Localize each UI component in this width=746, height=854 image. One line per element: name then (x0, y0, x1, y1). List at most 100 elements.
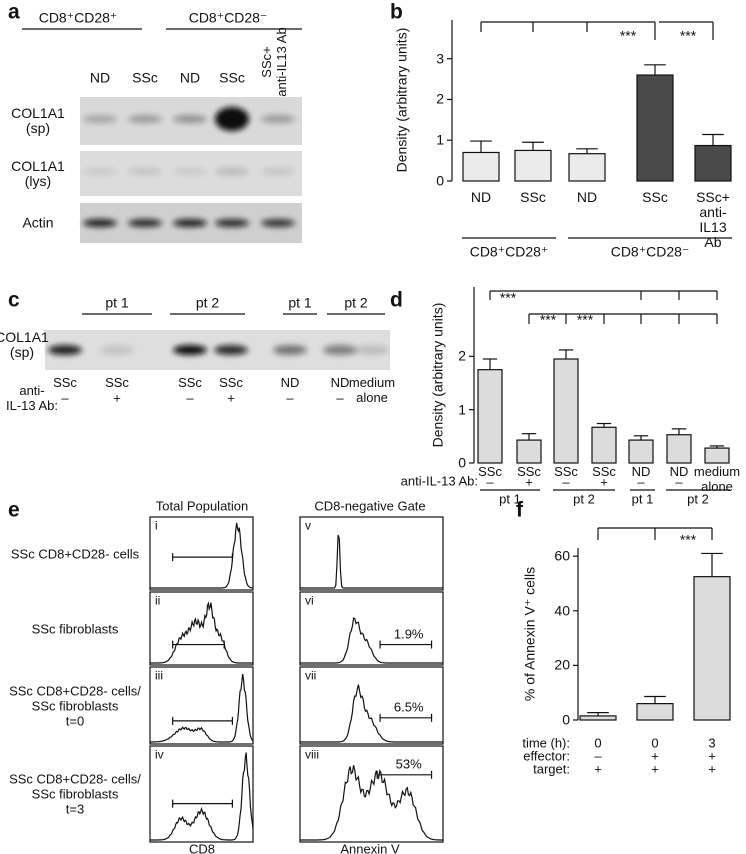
row-label: SSc CD8+CD28- cells/ SSc fibroblasts t=3 (9, 771, 141, 817)
panel-numeral: vi (305, 593, 314, 608)
lane-label: SSc (219, 69, 245, 86)
bar (553, 358, 579, 464)
band (261, 219, 295, 227)
treatment-sign: + (227, 390, 235, 406)
band (83, 219, 117, 227)
bar (591, 426, 617, 464)
histogram (300, 617, 443, 664)
panel-numeral: iv (155, 747, 164, 762)
x-tick-label: SSc (592, 464, 616, 479)
band (215, 107, 249, 131)
treatment-sign: – (336, 390, 344, 406)
row-label: SSc CD8+CD28- cells (10, 546, 140, 561)
x-tick-label: ND (631, 464, 651, 479)
y-tick-label: 20 (554, 656, 570, 673)
row-label: COL1A1 (lys) (11, 157, 65, 189)
band (173, 345, 207, 355)
significance: *** (619, 27, 637, 44)
histogram (300, 765, 443, 841)
table-cell: + (708, 761, 716, 777)
group-label: pt 1 (499, 491, 521, 507)
row-label: COL1A1 (sp) (11, 105, 65, 136)
lane-label: SSc (219, 375, 243, 390)
histogram-frame (149, 516, 254, 591)
treatment-sign: + (525, 474, 533, 490)
histogram-frame (149, 591, 254, 666)
x-tick-label: ND (669, 464, 689, 479)
bar (693, 576, 731, 721)
x-tick-label: SSc (554, 464, 578, 479)
panel-numeral: iii (155, 668, 163, 683)
histogram-frame (149, 666, 254, 745)
band (48, 345, 82, 355)
group-label: pt 1 (288, 294, 312, 311)
x-tick-label: SSc (478, 464, 502, 479)
table-cell: + (651, 761, 659, 777)
x-tick-label: SSc (642, 189, 668, 205)
table-cell: + (594, 761, 602, 777)
band (261, 115, 295, 123)
x-tick-label: SSc (520, 189, 546, 205)
band (100, 345, 134, 355)
row-label: target: (533, 761, 570, 777)
panel-label: b (390, 0, 403, 24)
group-label: pt 2 (573, 491, 595, 507)
histogram (150, 673, 254, 743)
y-tick-label: 3 (436, 50, 444, 67)
y-tick-label: 2 (458, 347, 466, 364)
lane-label: SSc+ anti-IL13 Ab (259, 27, 289, 97)
significance: *** (576, 311, 594, 328)
y-tick-label: 0 (458, 454, 466, 471)
band (83, 115, 117, 123)
bar (628, 439, 654, 464)
band (215, 167, 249, 176)
group-label: CD8⁺CD28⁻ (610, 243, 690, 260)
column-header: Total Population (155, 498, 249, 514)
group-label: CD8⁺CD28⁺ (469, 243, 549, 260)
band (128, 219, 162, 227)
group-label: pt 2 (687, 491, 709, 507)
band (214, 345, 248, 355)
lane-label: ND (280, 375, 300, 390)
treatment-sign: – (486, 474, 494, 490)
treatment-sign: – (186, 390, 194, 406)
row-label: SSc CD8+CD28- cells/ SSc fibroblasts t=0 (9, 683, 141, 728)
x-tick-label: ND (576, 189, 598, 205)
panel-numeral: v (305, 518, 311, 533)
band (128, 115, 162, 123)
table-cell: + (708, 748, 716, 764)
column-header: CD8-negative Gate (314, 498, 426, 514)
panel-numeral: vii (305, 668, 317, 683)
lane-label: SSc (105, 375, 129, 390)
table-cell: – (594, 748, 602, 764)
group-label: CD8⁺CD28⁺ (38, 9, 118, 26)
band (128, 167, 162, 176)
histogram-frame (299, 591, 444, 666)
treatment-sign: + (600, 474, 608, 490)
y-axis-label: % of Annexin V⁺ cells (521, 566, 538, 702)
band (323, 345, 357, 355)
table-cell: + (651, 748, 659, 764)
table-cell: 0 (594, 735, 602, 751)
y-tick-label: 0 (436, 172, 444, 189)
row-label: anti- IL-13 Ab: (5, 383, 59, 413)
band (215, 219, 249, 227)
y-tick-label: 40 (554, 602, 570, 619)
band (173, 219, 207, 227)
panel-numeral: viii (305, 747, 319, 762)
histogram (150, 752, 254, 841)
lane-label: ND (179, 69, 201, 86)
band (173, 167, 207, 176)
bar (477, 369, 503, 464)
row-label: anti-IL-13 Ab: (400, 473, 478, 489)
x-tick-label: medium alone (693, 464, 741, 494)
treatment-sign: – (286, 390, 294, 406)
bar (462, 151, 500, 182)
y-tick-label: 1 (458, 401, 466, 418)
x-axis-label: CD8 (188, 841, 216, 854)
histogram-frame (149, 745, 254, 843)
significance: *** (499, 289, 517, 306)
treatment-sign: – (637, 474, 645, 490)
significance: *** (679, 531, 697, 548)
